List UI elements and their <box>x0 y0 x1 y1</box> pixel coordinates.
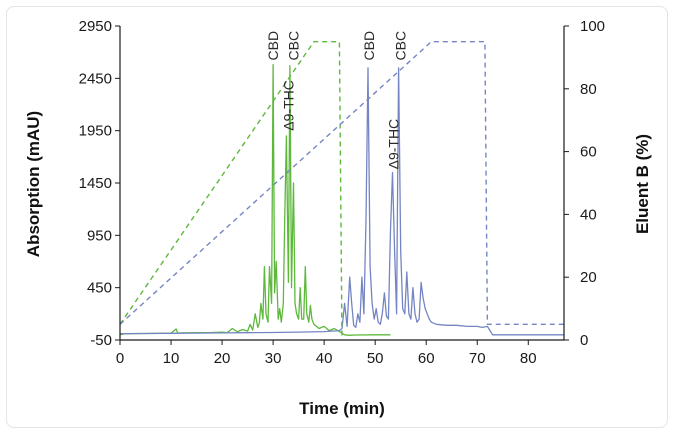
y-tick-label: 450 <box>87 280 112 297</box>
x-tick-label: 20 <box>214 350 231 367</box>
eluent-gradient-line-4 <box>119 41 564 325</box>
x-tick-label: 60 <box>418 350 435 367</box>
axes: 0 10 20 30 40 50 60 70 80 -50 450 950 1450 1950 2450 29… <box>79 18 605 367</box>
y2-tick-label: 40 <box>580 206 597 223</box>
y2-tick-label: 60 <box>580 144 597 161</box>
y2-axis-title: Eluent B (%) <box>633 134 652 234</box>
x-tick-label: 10 <box>163 350 180 367</box>
chromatogram-trace-1 <box>119 64 391 336</box>
peak-label: CBD <box>265 31 281 61</box>
y-tick-label: 1950 <box>79 123 112 140</box>
y-tick-label: 2450 <box>79 70 112 87</box>
y-tick-label: 2950 <box>79 18 112 35</box>
peak-label: CBC <box>286 31 302 61</box>
peak-label: Δ9-THC <box>386 119 402 170</box>
peak-label: Δ9-THC <box>280 80 296 131</box>
x-tick-label: 40 <box>316 350 333 367</box>
y-axis-title: Absorption (mAU) <box>24 111 43 257</box>
y2-tick-label: 80 <box>580 81 597 98</box>
x-tick-label: 70 <box>469 350 486 367</box>
y-tick-label: -50 <box>90 332 112 349</box>
y-tick-label: 950 <box>87 227 112 244</box>
x-tick-label: 50 <box>367 350 384 367</box>
y2-tick-label: 0 <box>580 332 588 349</box>
plot-area: CBD CBC Δ9-THC CBD CBC Δ9-THC <box>119 31 564 341</box>
x-tick-label: 30 <box>265 350 282 367</box>
y2-tick-label: 20 <box>580 269 597 286</box>
chromatogram-trace-2 <box>119 67 564 336</box>
chart-card <box>6 6 668 428</box>
x-tick-label: 0 <box>116 350 124 367</box>
peak-label: CBC <box>393 31 409 61</box>
peak-label: CBD <box>361 31 377 61</box>
eluent-gradient-line-3 <box>119 41 343 341</box>
x-tick-label: 80 <box>520 350 537 367</box>
x-axis-title: Time (min) <box>299 399 385 418</box>
y-tick-label: 1450 <box>79 175 112 192</box>
y2-tick-label: 100 <box>580 18 605 35</box>
